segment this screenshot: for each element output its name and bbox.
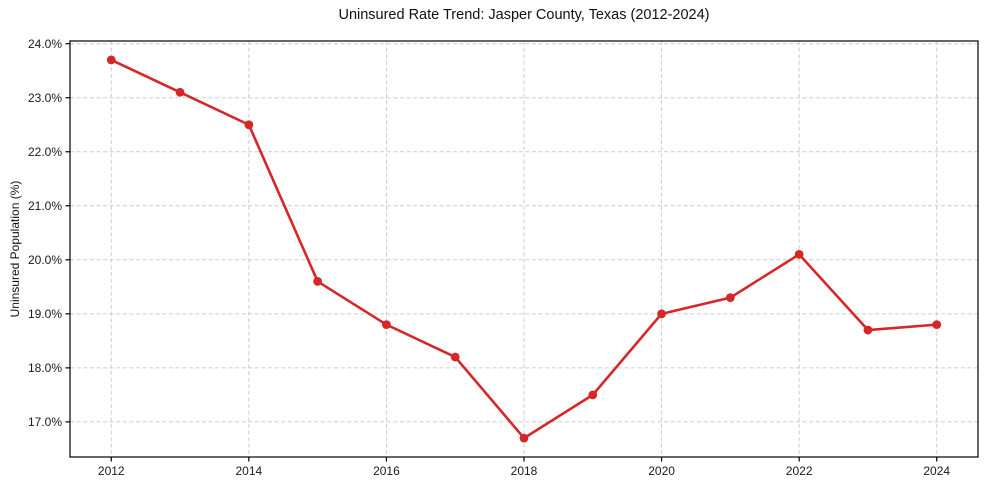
y-tick-label: 17.0% <box>28 415 62 429</box>
x-tick-label: 2018 <box>511 464 538 478</box>
y-tick-label: 18.0% <box>28 361 62 375</box>
x-tick-label: 2020 <box>648 464 675 478</box>
y-tick-label: 24.0% <box>28 37 62 51</box>
data-point <box>725 293 735 303</box>
x-tick-label: 2012 <box>98 464 125 478</box>
data-point <box>932 320 942 330</box>
data-point <box>863 325 873 335</box>
data-point <box>657 309 666 319</box>
data-point <box>794 250 804 259</box>
data-point <box>175 87 185 97</box>
data-point <box>244 120 254 130</box>
y-tick-label: 23.0% <box>28 91 62 105</box>
x-tick-label: 2022 <box>786 464 813 478</box>
data-point <box>450 352 460 362</box>
y-tick-label: 20.0% <box>28 253 62 267</box>
data-point <box>519 433 529 443</box>
x-tick-label: 2014 <box>235 464 262 478</box>
chart-title: Uninsured Rate Trend: Jasper County, Tex… <box>338 7 710 23</box>
y-tick-label: 22.0% <box>28 145 62 159</box>
y-tick-label: 19.0% <box>28 307 62 321</box>
data-point <box>313 277 323 286</box>
y-tick-label: 21.0% <box>28 199 62 213</box>
x-tick-label: 2024 <box>923 464 950 478</box>
x-tick-label: 2016 <box>373 464 400 478</box>
data-point <box>588 390 598 400</box>
data-point <box>106 55 116 65</box>
data-point <box>382 320 391 330</box>
